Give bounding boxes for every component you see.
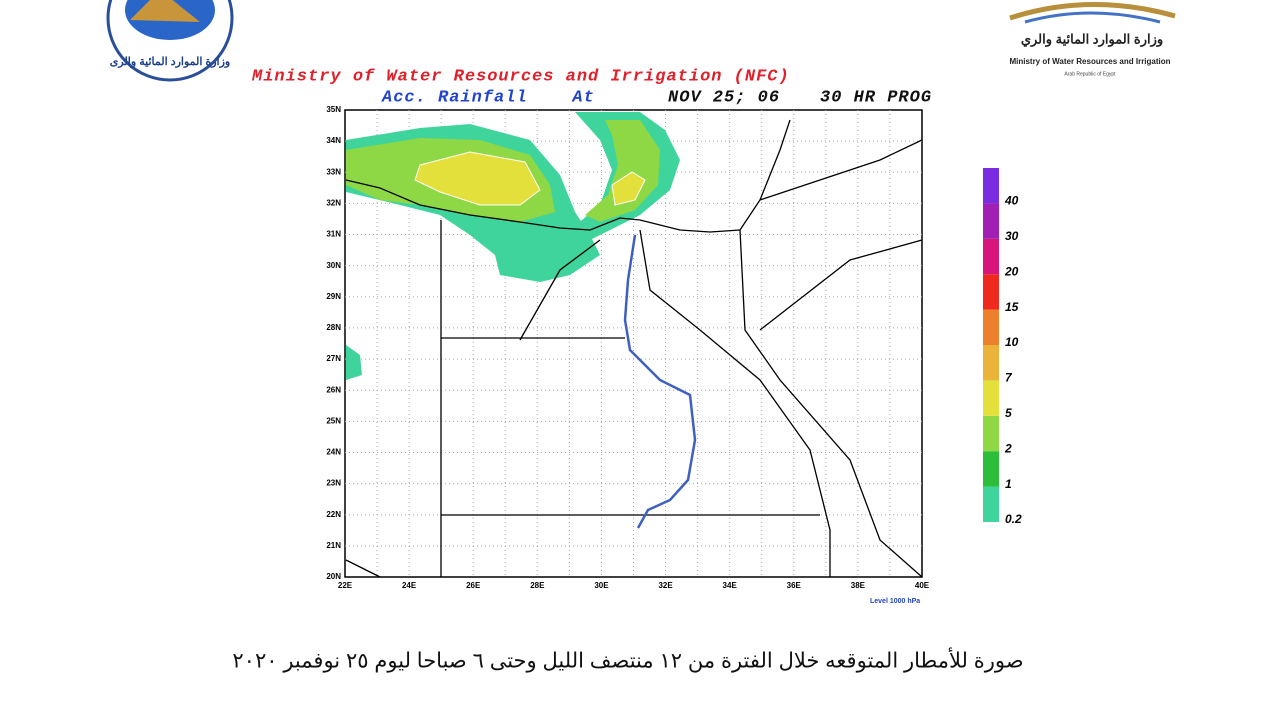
svg-text:وزارة الموارد المائية والرى: وزارة الموارد المائية والرى (110, 56, 230, 68)
lat-label: 20N (326, 572, 341, 581)
legend-swatch (983, 415, 999, 452)
legend-swatch (983, 203, 999, 239)
legend-label: 10 (1005, 335, 1019, 349)
legend-label: 7 (1005, 371, 1013, 385)
lat-label: 27N (326, 354, 341, 363)
lat-label: 31N (326, 230, 341, 239)
lat-label: 34N (326, 136, 341, 145)
legend-label: 2 (1004, 441, 1012, 455)
nile (623, 234, 697, 529)
lat-label: 30N (326, 261, 341, 270)
rain-area (346, 345, 362, 380)
borders (345, 119, 923, 578)
lon-label: 26E (466, 581, 481, 590)
rain-area (585, 120, 660, 222)
lat-label: 26N (326, 385, 341, 394)
legend-label: 0.2 (1005, 512, 1022, 526)
subtitle: Acc. Rainfall At (381, 88, 595, 107)
lat-label: 22N (326, 510, 341, 519)
level-note: Level 1000 hPa (870, 598, 920, 605)
lat-label: 35N (326, 105, 341, 114)
date: NOV 25; 06 (668, 88, 780, 107)
legend-label: 30 (1005, 229, 1019, 243)
rain-area (611, 171, 646, 206)
lat-label: 25N (326, 416, 341, 425)
lon-label: 30E (594, 581, 609, 590)
lon-label: 34E (723, 581, 738, 590)
legend-swatch (983, 274, 999, 310)
legend-swatch (983, 486, 999, 522)
lon-label: 40E (915, 581, 930, 590)
lon-label: 36E (787, 581, 802, 590)
legend-swatch (983, 309, 999, 345)
lon-label: 38E (851, 581, 866, 590)
logo-english: Ministry of Water Resources and Irrigati… (1009, 57, 1170, 66)
lat-label: 21N (326, 541, 341, 550)
legend-swatch (983, 168, 999, 204)
caption: صورة للأمطار المتوقعه خلال الفترة من ١٢ … (232, 647, 1023, 674)
logo-right: وزارة الموارد المائية والري Ministry of … (1009, 2, 1176, 77)
lon-label: 28E (530, 581, 545, 590)
lat-label: 24N (326, 448, 341, 457)
lat-label: 32N (326, 199, 341, 208)
legend-label: 40 (1004, 194, 1019, 208)
lat-label: 23N (326, 479, 341, 488)
legend-label: 5 (1005, 406, 1012, 420)
prog: 30 HR PROG (820, 88, 932, 107)
legend-swatch (983, 451, 999, 487)
rain-area (414, 151, 541, 206)
legend: 0.2 1 2 5 7 10 15 20 30 40 (983, 168, 1022, 526)
title: Ministry of Water Resources and Irrigati… (251, 67, 790, 86)
legend-swatch (983, 345, 999, 381)
lat-label: 29N (326, 292, 341, 301)
logo-left: وزارة الموارد المائية والرى (106, 0, 234, 82)
logo-country: Arab Republic of Egypt (1064, 71, 1116, 77)
lon-label: 22E (338, 581, 353, 590)
lon-label: 24E (402, 581, 417, 590)
legend-swatch (983, 380, 999, 416)
legend-label: 15 (1005, 300, 1019, 314)
lat-label: 28N (326, 323, 341, 332)
map: Level 1000 hPa (344, 109, 923, 605)
logo-arabic: وزارة الموارد المائية والري (1021, 31, 1163, 47)
legend-label: 1 (1005, 477, 1012, 491)
legend-label: 20 (1004, 264, 1019, 278)
legend-swatch (983, 238, 999, 275)
lon-label: 32E (658, 581, 673, 590)
lat-label: 33N (326, 167, 341, 176)
